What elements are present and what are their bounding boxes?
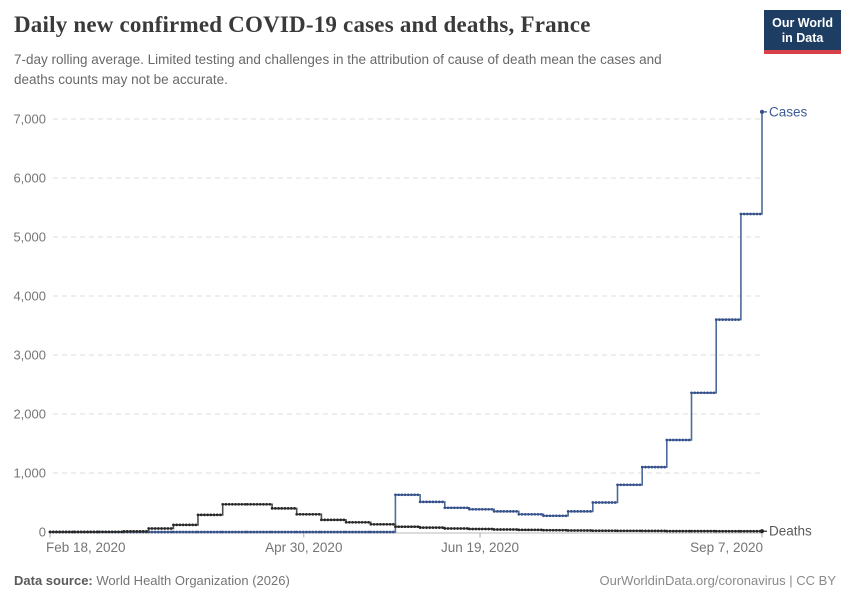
- y-tick-label: 7,000: [13, 112, 46, 127]
- cases-line: [50, 111, 763, 533]
- owid-logo[interactable]: Our World in Data: [764, 10, 841, 54]
- y-tick-label: 2,000: [13, 407, 46, 422]
- cases-line-markers: [48, 212, 764, 534]
- chart-subtitle: 7-day rolling average. Limited testing a…: [14, 52, 662, 88]
- chart-footer: Data source: World Health Organization (…: [14, 573, 836, 588]
- x-tick-label: Jun 19, 2020: [441, 540, 519, 555]
- y-tick-label: 6,000: [13, 171, 46, 186]
- x-tick-label: Sep 7, 2020: [690, 540, 763, 555]
- x-tick-label: Apr 30, 2020: [265, 540, 342, 555]
- chart-title: Daily new confirmed COVID-19 cases and d…: [14, 12, 591, 37]
- data-source-value: World Health Organization (2026): [92, 573, 290, 588]
- y-tick-label: 3,000: [13, 348, 46, 363]
- cases-series-label: Cases: [769, 104, 808, 119]
- data-source-note: Data source: World Health Organization (…: [14, 573, 290, 588]
- y-tick-label: 4,000: [13, 289, 46, 304]
- y-tick-label: 0: [39, 525, 46, 540]
- deaths-line: [50, 503, 762, 533]
- owid-logo-line1: Our World: [772, 16, 833, 30]
- data-source-label: Data source:: [14, 573, 93, 588]
- owid-logo-line2: in Data: [781, 31, 824, 45]
- y-tick-label: 1,000: [13, 466, 46, 481]
- deaths-series-label: Deaths: [769, 524, 812, 539]
- deaths-line-markers: [48, 502, 764, 534]
- y-tick-label: 5,000: [13, 230, 46, 245]
- x-tick-label: Feb 18, 2020: [46, 540, 126, 555]
- license-note[interactable]: OurWorldinData.org/coronavirus | CC BY: [599, 573, 836, 588]
